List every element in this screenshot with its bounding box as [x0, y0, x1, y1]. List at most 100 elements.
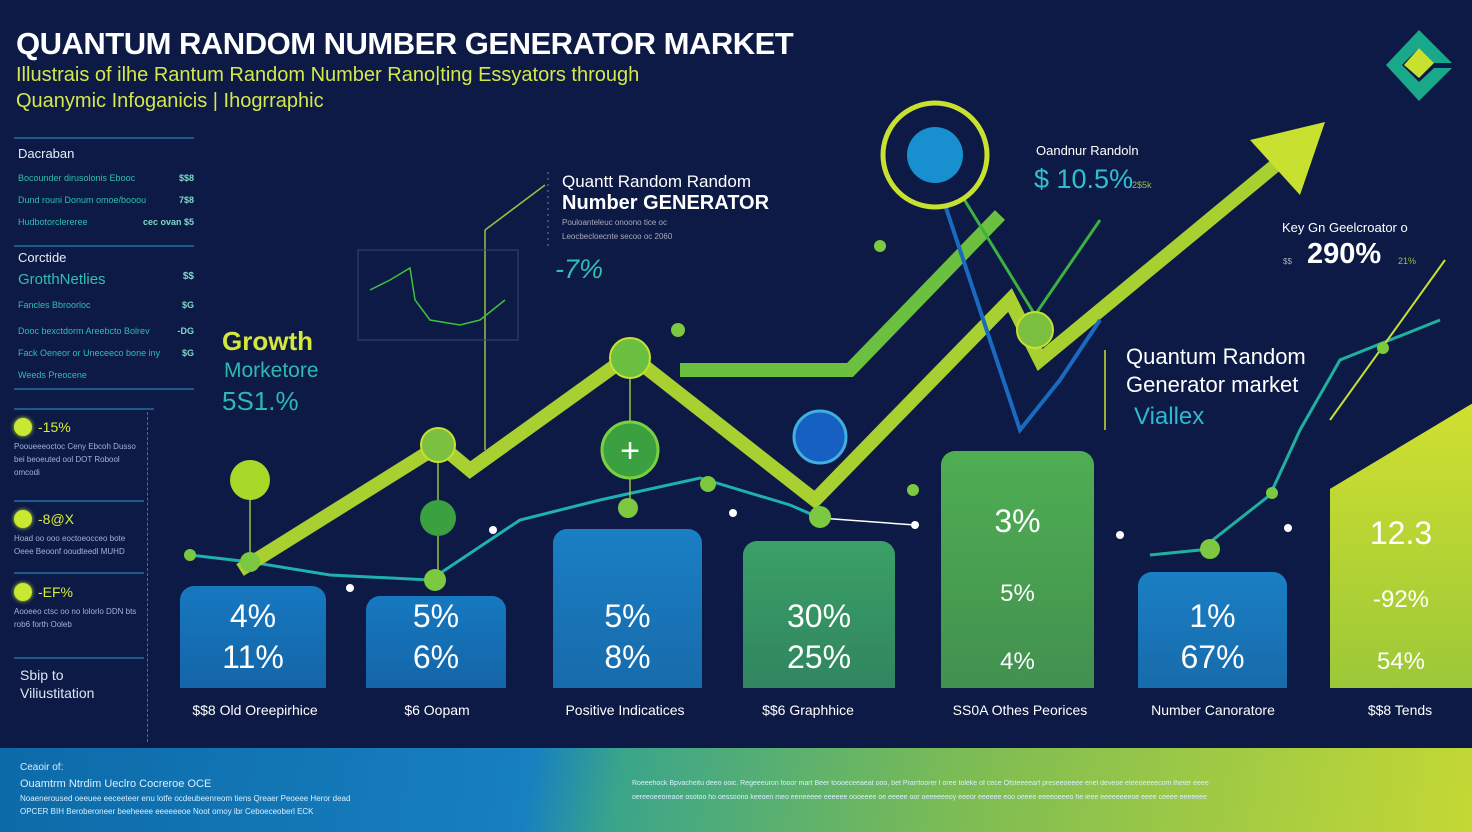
category-label: Number Canoratore: [1151, 702, 1275, 718]
footer-left-1: Ceaoir of:: [20, 762, 64, 773]
growth-sub: Morketore: [224, 359, 319, 382]
footer-left-2: Ouamtrm Ntrdim Ueclro Cocreroe OCE: [20, 778, 212, 790]
kpi-card: -15% Pooueeeoctoc Ceny Ebcoh Dusso bei be…: [14, 418, 144, 479]
arrow-head-icon: [1250, 122, 1325, 195]
row-value: $G: [181, 348, 194, 358]
bar: 1% 67%: [1138, 571, 1287, 688]
page-title: QUANTUM RANDOM NUMBER GENERATOR MARKET: [16, 26, 794, 61]
sidebar-section-1: Dacraban Bocounder dirusolonis Ebooc $$8 …: [18, 146, 194, 227]
thin-trend-line: [189, 476, 821, 582]
bar-value-label: 1%: [1189, 598, 1236, 634]
dot-icon: [14, 583, 32, 601]
top-right-label: Oandnur Randoln: [1036, 143, 1139, 158]
thin-trend-line: [819, 517, 916, 526]
growth-value: 5S1.%: [222, 386, 299, 416]
dot-icon: [14, 418, 32, 436]
bar-value-label: 5%: [604, 598, 651, 634]
section-title: Dacraban: [18, 146, 75, 161]
bar-value-label: 12.3: [1369, 515, 1433, 551]
center-small-2: Leocbecloecnte secoo oc 2060: [562, 232, 673, 241]
row-label: Weeds Preocene: [18, 370, 87, 380]
kpi-text: Hoad oo ooo eoctoeocceo bote Oeee Beoonf…: [14, 534, 126, 556]
bar-value-label: 5%: [412, 598, 460, 634]
row-value: $G: [181, 300, 194, 310]
bar-value-label: 67%: [1180, 639, 1245, 675]
bar: 5% 6%: [366, 595, 506, 688]
kpi-value: -15%: [38, 419, 71, 435]
row-label: Hudbotorclereree: [18, 217, 88, 227]
kpi-card: -EF% Aooeeo ctsc oo no lolorlo DDN bts ro…: [14, 583, 144, 631]
market-title-3: Viallex: [1134, 403, 1205, 430]
footer-left-4: OPCER BIH Beroberoneer beeheeee eeeeeeoe…: [20, 807, 314, 816]
dot-icon: [14, 510, 32, 528]
bar-value-label: 5%: [1000, 580, 1035, 607]
bar: 5% 8%: [553, 529, 702, 688]
footer-left-3: Noaeneroused oeeuee eeceeteer enu lotfe …: [20, 794, 351, 803]
node-icon: [609, 337, 651, 379]
node-icon: [792, 409, 848, 465]
growth-label: Growth: [222, 326, 313, 356]
bar-value-label: 11%: [222, 639, 284, 675]
category-label: $$8 Tends: [1367, 702, 1433, 718]
node-icon: [420, 427, 456, 463]
kpi-value: -EF%: [38, 584, 73, 600]
row-label: Fack Oeneor or Uneceeco bone iny: [18, 348, 161, 358]
logo-icon: [1384, 28, 1454, 103]
bar: 30% 25%: [743, 541, 895, 688]
footer-right-2: oereeoeeoreaoe osotoo ho oessoono keeoen…: [632, 794, 1207, 801]
bar-value-label: 4%: [229, 598, 277, 634]
key-value: 290%: [1307, 238, 1382, 270]
row-value: $$: [182, 271, 194, 282]
sidebar-section-2: Corctide GrotthNetlies $$ Fancles Bbroorl…: [18, 250, 194, 380]
center-title-2: Number GENERATOR: [562, 192, 770, 214]
center-title-1: Quantt Random Random: [562, 172, 751, 191]
key-prefix: $$: [1283, 257, 1292, 266]
row-label: Dund rouni Donum omoe/booou: [18, 195, 147, 205]
section-title: Corctide: [18, 250, 67, 265]
kpi-value: -8@X: [38, 511, 74, 527]
category-label: SS0A Othes Peorices: [952, 702, 1088, 718]
growth-metrics-heading: GrotthNetlies: [18, 271, 106, 288]
category-label: Positive Indicatices: [565, 702, 685, 718]
category-label: $$8 Old Oreepirhice: [192, 702, 318, 718]
key-label: Key Gn Geelcroator o: [1282, 220, 1408, 235]
bar-value-label: 30%: [786, 598, 852, 634]
row-value: cec ovan $5: [142, 217, 194, 227]
top-right-value: $ 10.5%: [1034, 164, 1134, 194]
bar-value-label: 25%: [786, 639, 852, 675]
kpi-card: -8@X Hoad oo ooo eoctoeocceo bote Oeee Be…: [14, 510, 144, 558]
bar: 4% 11%: [180, 586, 326, 688]
plus-icon: [600, 420, 660, 480]
row-value: -DG: [177, 326, 195, 336]
bar-value-label: 4%: [1000, 648, 1035, 675]
center-value: -7%: [555, 254, 604, 284]
bar: 3% 5% 4%: [941, 451, 1094, 688]
bar-value-label: 6%: [412, 639, 460, 675]
key-small: 21%: [1398, 256, 1417, 266]
bar-value-label: 3%: [994, 503, 1041, 539]
bar-value-label: 54%: [1376, 648, 1426, 675]
subtitle-line-2: Quanymic Infoganicis | Ihogrraphic: [16, 90, 324, 112]
node-icon: [420, 500, 456, 536]
market-title-2: Generator market: [1126, 372, 1299, 397]
subtitle-line-1: Illustrais of ilhe Rantum Random Number …: [16, 64, 640, 86]
kpi-text: Aooeeo ctsc oo no lolorlo DDN bts rob6 f…: [14, 607, 137, 629]
node-icon: [1016, 311, 1054, 349]
top-right-small: 2$5k: [1132, 180, 1152, 190]
market-title-1: Quantum Random: [1126, 344, 1306, 369]
center-small-1: Pouloanteleuc onoono tice oc: [562, 218, 667, 227]
row-label: Fancles Bbroorloc: [18, 300, 91, 310]
category-label: $$6 Graphhice: [762, 702, 854, 718]
sidebar-footer-note: Sbip to Viliustitation: [20, 667, 95, 701]
category-label: $6 Oopam: [404, 702, 470, 718]
node-icon: [230, 460, 270, 500]
row-value: 7$8: [178, 195, 194, 205]
svg-text:+: +: [620, 432, 640, 470]
row-label: Dooc bexctdorm Areebcto Bolrev: [18, 326, 150, 336]
bar-value-label: 8%: [604, 639, 651, 675]
row-value: $$8: [178, 173, 194, 183]
row-label: Bocounder dirusolonis Ebooc: [18, 173, 136, 183]
bar-value-label: -92%: [1372, 586, 1430, 613]
footer-right-1: Roeeehock Bpvacheitu deeo ooic. Regeeeur…: [632, 780, 1209, 787]
